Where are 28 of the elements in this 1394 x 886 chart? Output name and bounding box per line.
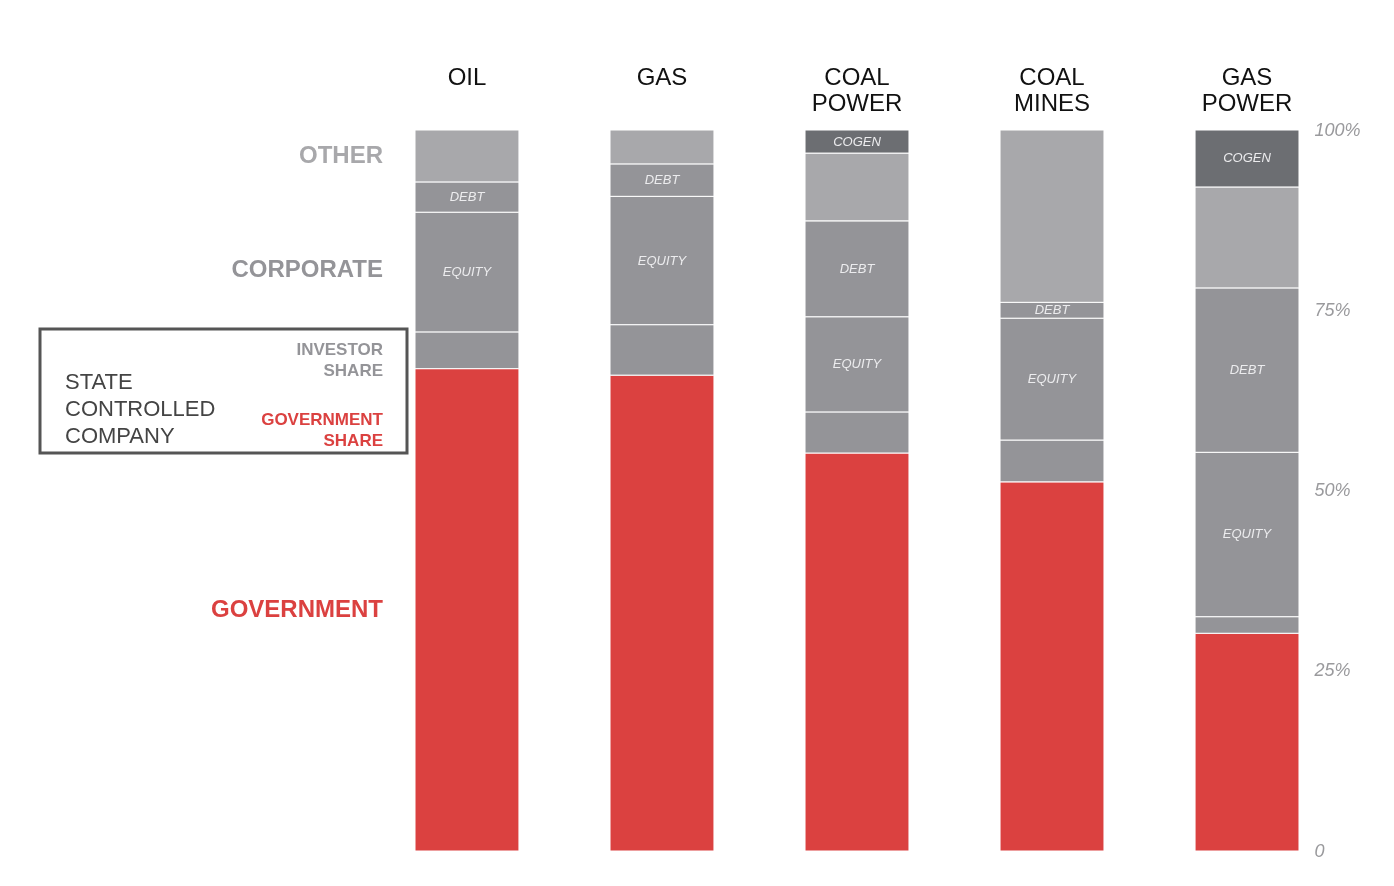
annotation: GOVERNMENT SHARE <box>261 410 384 450</box>
data-label: EQUITY <box>832 356 883 372</box>
series-label: OTHER <box>299 140 383 168</box>
series-label: INVESTOR SHARE <box>296 340 383 381</box>
x-tick-label: COAL MINES <box>1014 63 1091 116</box>
series-label: GOVERNMENT <box>210 594 384 622</box>
data-label: EQUITY <box>1222 526 1273 542</box>
y-tick-label: 75% <box>1314 299 1351 320</box>
x-tick-label: GAS <box>636 63 688 90</box>
data-label: EQUITY <box>442 264 493 280</box>
x-tick-label: GAS POWER <box>1201 63 1293 116</box>
data-label: DEBT <box>644 172 681 188</box>
y-tick-label: 50% <box>1314 480 1351 500</box>
y-tick-label: 25% <box>1313 660 1351 681</box>
data-label: COGEN <box>1223 150 1272 166</box>
x-tick-label: COAL POWER <box>811 63 903 116</box>
data-label: DEBT <box>1229 362 1266 378</box>
data-label: COGEN <box>833 133 882 149</box>
data-label: DEBT <box>839 260 876 276</box>
data-label: EQUITY <box>637 252 688 268</box>
y-tick-label: 0 <box>1314 840 1325 861</box>
data-label: DEBT <box>449 189 486 205</box>
y-tick-label: 100% <box>1314 119 1361 140</box>
text: STATE CONTROLLED COMPANY <box>65 369 216 448</box>
data-label: EQUITY <box>1027 371 1078 387</box>
data-label: DEBT <box>1034 302 1071 318</box>
x-tick-label: OIL <box>447 63 487 90</box>
annotation: CORPORATE <box>231 255 383 282</box>
